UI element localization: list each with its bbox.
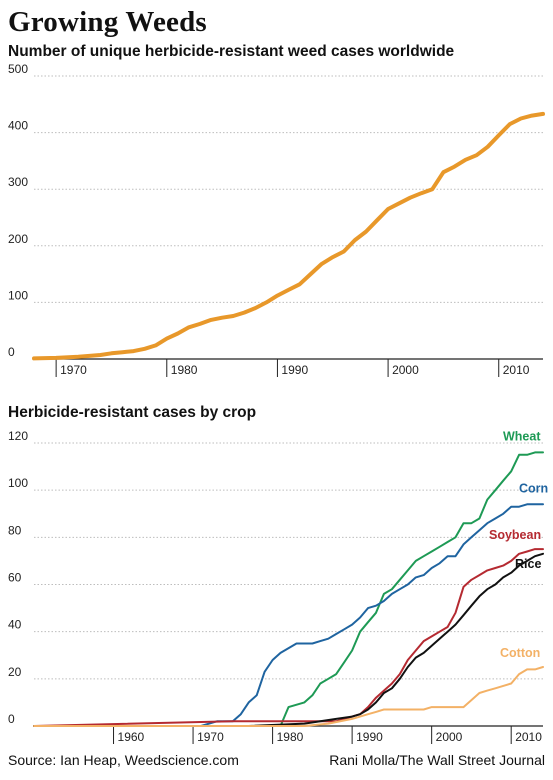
series-line-rice xyxy=(33,552,544,727)
x-tick-label: 1980 xyxy=(277,730,304,744)
y-tick-label: 400 xyxy=(8,119,28,133)
chart-subtitle-by-crop: Herbicide-resistant cases by crop xyxy=(8,404,257,421)
x-tick-label: 2010 xyxy=(503,363,530,377)
credit-note: Rani Molla/The Wall Street Journal xyxy=(329,752,545,768)
series-label-soybean: Soybean xyxy=(489,528,541,542)
y-tick-label: 80 xyxy=(8,523,22,537)
x-tick-label: 2000 xyxy=(392,363,419,377)
x-tick-label: 2000 xyxy=(436,730,463,744)
chart-title: Growing Weeds xyxy=(8,6,207,38)
x-tick-label: 1980 xyxy=(171,363,198,377)
x-tick-label: 1970 xyxy=(197,730,224,744)
y-tick-label: 60 xyxy=(8,571,22,585)
y-tick-label: 40 xyxy=(8,618,22,632)
x-tick-label: 1970 xyxy=(60,363,87,377)
y-tick-label: 500 xyxy=(8,62,28,76)
series-label-cotton: Cotton xyxy=(500,646,540,660)
source-note: Source: Ian Heap, Weedscience.com xyxy=(8,752,239,768)
y-tick-label: 100 xyxy=(8,476,28,490)
y-tick-label: 300 xyxy=(8,175,28,189)
x-tick-label: 1960 xyxy=(118,730,145,744)
y-tick-label: 120 xyxy=(8,429,28,443)
series-line-cotton xyxy=(33,666,544,727)
x-tick-label: 2010 xyxy=(515,730,542,744)
y-tick-label: 0 xyxy=(8,712,15,726)
series-line-corn xyxy=(33,503,544,727)
y-tick-label: 100 xyxy=(8,288,28,302)
series-label-wheat: Wheat xyxy=(503,429,541,443)
chart-subtitle-total: Number of unique herbicide-resistant wee… xyxy=(8,43,455,60)
y-tick-label: 20 xyxy=(8,665,22,679)
total-cases-chart: 0 100 200 300 400 500 1970 1980 1990 2000 2010 xyxy=(8,62,545,377)
series-line-total xyxy=(32,111,545,361)
series-label-rice: Rice xyxy=(515,557,541,571)
y-tick-label: 0 xyxy=(8,345,15,359)
x-tick-label: 1990 xyxy=(356,730,383,744)
series-label-corn: Corn xyxy=(519,481,548,495)
series-line-wheat xyxy=(33,451,544,727)
series-line-soybean xyxy=(33,548,544,727)
y-tick-label: 200 xyxy=(8,232,28,246)
x-tick-label: 1990 xyxy=(281,363,308,377)
